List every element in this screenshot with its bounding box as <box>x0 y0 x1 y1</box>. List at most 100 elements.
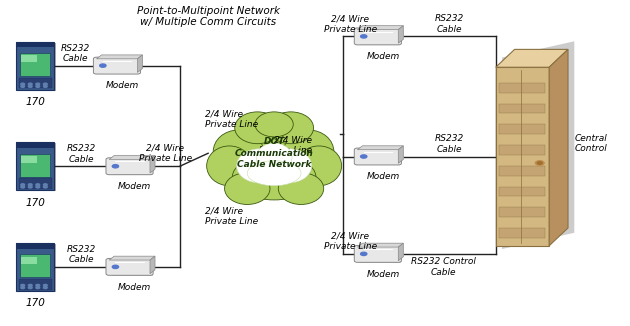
Polygon shape <box>150 256 155 274</box>
Circle shape <box>536 161 544 165</box>
Text: Modem: Modem <box>118 283 151 291</box>
Circle shape <box>36 184 40 186</box>
FancyBboxPatch shape <box>18 43 56 91</box>
Circle shape <box>28 83 32 85</box>
Text: Modem: Modem <box>118 182 151 191</box>
FancyBboxPatch shape <box>21 55 37 62</box>
Circle shape <box>36 284 40 286</box>
Circle shape <box>36 85 40 87</box>
Text: 2/4 Wire
Private Line: 2/4 Wire Private Line <box>324 231 377 251</box>
Circle shape <box>360 252 367 256</box>
Text: 2/4 Wire
Private Line: 2/4 Wire Private Line <box>259 135 312 155</box>
FancyBboxPatch shape <box>16 42 54 48</box>
Polygon shape <box>357 243 403 247</box>
Polygon shape <box>360 249 401 263</box>
Text: 170: 170 <box>25 298 45 308</box>
FancyBboxPatch shape <box>20 53 50 76</box>
Text: 170: 170 <box>25 198 45 208</box>
Text: RS232
Cable: RS232 Cable <box>60 44 90 63</box>
Circle shape <box>112 265 118 269</box>
Text: 2/4 Wire
Private Line: 2/4 Wire Private Line <box>205 110 258 129</box>
FancyBboxPatch shape <box>19 78 52 88</box>
Ellipse shape <box>247 161 301 186</box>
FancyBboxPatch shape <box>16 42 54 90</box>
Circle shape <box>28 284 32 286</box>
Ellipse shape <box>213 130 263 173</box>
Text: DOT
Communication
Cable Network: DOT Communication Cable Network <box>235 137 314 169</box>
Ellipse shape <box>236 115 313 177</box>
FancyBboxPatch shape <box>500 228 546 238</box>
FancyBboxPatch shape <box>500 145 546 155</box>
Text: 2/4 Wire
Private Line: 2/4 Wire Private Line <box>205 207 258 226</box>
Ellipse shape <box>256 143 292 171</box>
FancyBboxPatch shape <box>16 243 54 249</box>
Ellipse shape <box>207 146 252 186</box>
FancyBboxPatch shape <box>500 83 546 93</box>
Ellipse shape <box>278 173 324 204</box>
Text: RS232
Cable: RS232 Cable <box>435 14 464 34</box>
Polygon shape <box>502 41 575 249</box>
FancyBboxPatch shape <box>93 57 140 74</box>
Ellipse shape <box>268 112 314 144</box>
FancyBboxPatch shape <box>500 186 546 196</box>
FancyBboxPatch shape <box>354 245 401 262</box>
Circle shape <box>43 83 47 85</box>
Circle shape <box>21 184 25 186</box>
Polygon shape <box>357 146 403 150</box>
Text: 2/4 Wire
Private Line: 2/4 Wire Private Line <box>139 143 192 163</box>
Text: Modem: Modem <box>366 172 399 181</box>
Polygon shape <box>360 152 401 165</box>
Text: Modem: Modem <box>366 270 399 278</box>
Polygon shape <box>99 61 140 74</box>
FancyBboxPatch shape <box>496 67 549 246</box>
Circle shape <box>28 287 32 289</box>
Text: RS232 Control
Cable: RS232 Control Cable <box>411 257 476 276</box>
FancyBboxPatch shape <box>19 279 52 289</box>
Text: Modem: Modem <box>366 52 399 61</box>
Circle shape <box>43 287 47 289</box>
Polygon shape <box>360 32 401 45</box>
Polygon shape <box>150 156 155 173</box>
Circle shape <box>21 287 25 289</box>
Text: RS232
Cable: RS232 Cable <box>67 144 96 164</box>
FancyBboxPatch shape <box>16 142 54 148</box>
Text: RS232
Cable: RS232 Cable <box>67 245 96 264</box>
Circle shape <box>21 186 25 188</box>
FancyBboxPatch shape <box>18 143 56 191</box>
Polygon shape <box>137 55 142 72</box>
Circle shape <box>100 64 106 67</box>
FancyBboxPatch shape <box>106 158 153 175</box>
FancyBboxPatch shape <box>500 166 546 176</box>
Text: 170: 170 <box>25 97 45 107</box>
Polygon shape <box>109 256 155 260</box>
FancyBboxPatch shape <box>21 156 37 163</box>
Polygon shape <box>398 26 403 43</box>
FancyBboxPatch shape <box>354 148 401 165</box>
Circle shape <box>21 284 25 286</box>
Circle shape <box>360 35 367 38</box>
FancyBboxPatch shape <box>18 244 56 292</box>
Ellipse shape <box>224 173 270 204</box>
Polygon shape <box>549 49 568 246</box>
Ellipse shape <box>255 112 293 137</box>
FancyBboxPatch shape <box>500 104 546 113</box>
Circle shape <box>28 184 32 186</box>
Circle shape <box>43 186 47 188</box>
FancyBboxPatch shape <box>20 154 50 177</box>
Circle shape <box>36 83 40 85</box>
Polygon shape <box>112 161 152 175</box>
Circle shape <box>360 155 367 158</box>
Ellipse shape <box>232 155 316 200</box>
Circle shape <box>21 85 25 87</box>
Polygon shape <box>112 262 152 276</box>
Ellipse shape <box>296 146 341 186</box>
Circle shape <box>112 165 118 168</box>
Polygon shape <box>496 49 568 67</box>
Ellipse shape <box>266 149 312 183</box>
Polygon shape <box>96 55 142 59</box>
FancyBboxPatch shape <box>19 178 52 189</box>
Text: Modem: Modem <box>105 81 139 90</box>
Circle shape <box>36 186 40 188</box>
Polygon shape <box>357 26 403 30</box>
Polygon shape <box>109 156 155 159</box>
